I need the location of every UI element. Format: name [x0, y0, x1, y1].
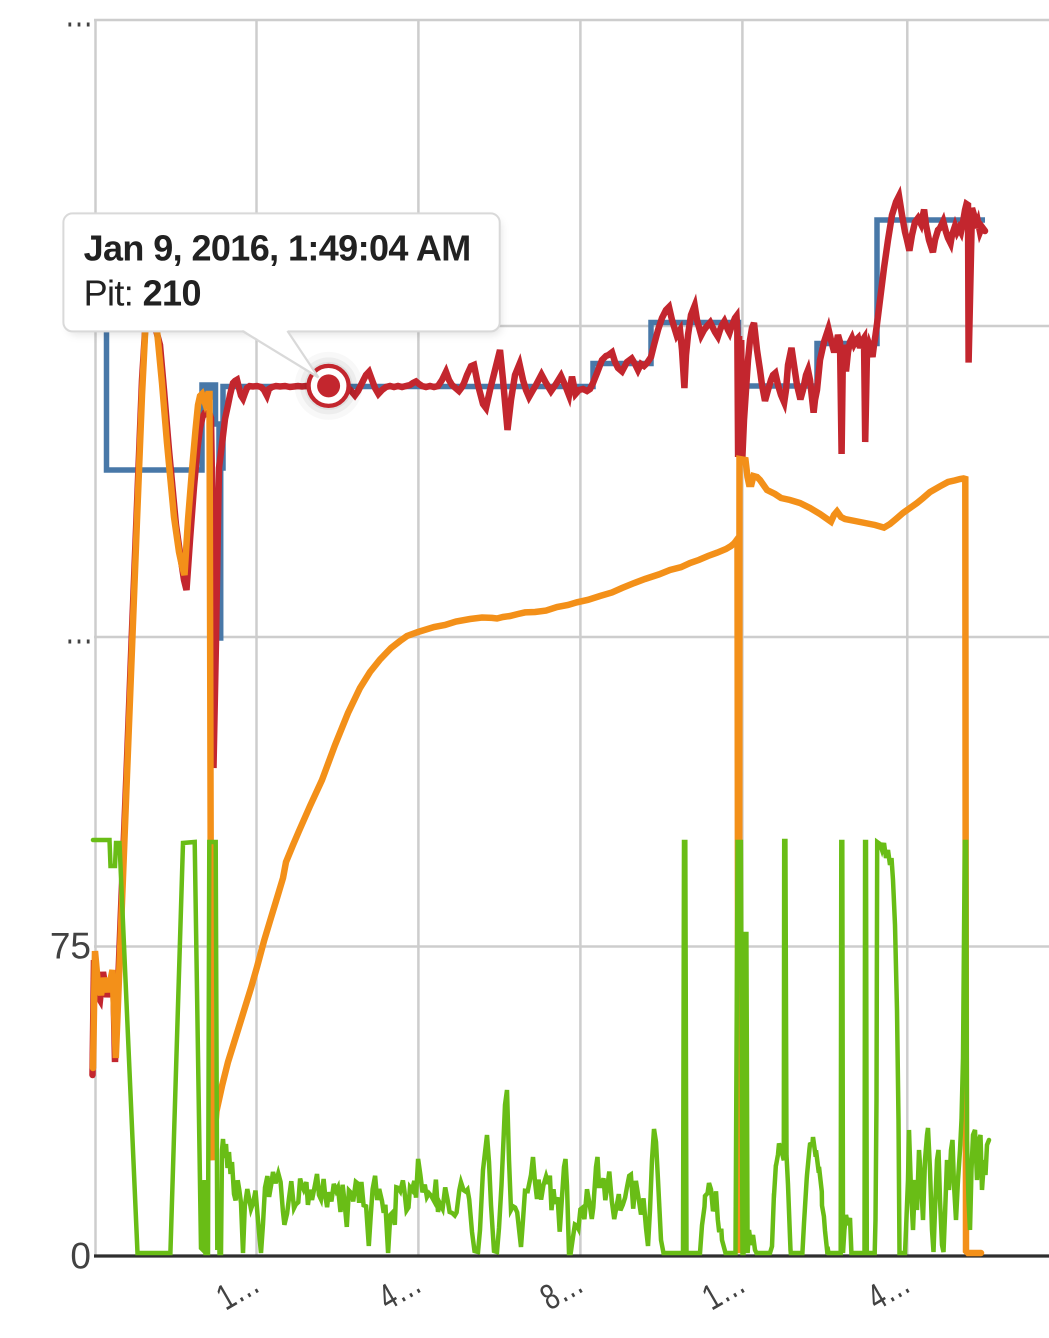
- svg-text:Jan 9, 2016, 1:49:04 AM: Jan 9, 2016, 1:49:04 AM: [84, 228, 471, 269]
- svg-text:Pit: 210: Pit: 210: [84, 273, 201, 314]
- svg-text:…: …: [65, 611, 94, 652]
- svg-text:75: 75: [50, 926, 91, 967]
- svg-text:0: 0: [70, 1236, 91, 1277]
- svg-text:…: …: [65, 0, 94, 35]
